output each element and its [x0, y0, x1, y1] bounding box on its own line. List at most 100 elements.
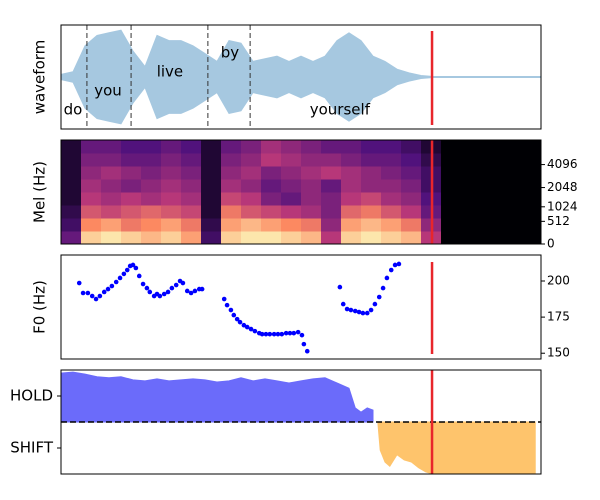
waveform-upper [60, 29, 542, 78]
spectrogram-cell [261, 192, 282, 206]
spectrogram-cell [121, 153, 142, 167]
f0-point [89, 293, 95, 299]
spectrogram-cell [521, 179, 542, 193]
spectrogram-cell [361, 166, 382, 180]
spectrogram-cell [141, 205, 162, 219]
spectrogram-cell [281, 231, 302, 245]
y-tick-label: 150 [547, 346, 570, 360]
spectrogram-cell [401, 153, 422, 167]
f0-point [113, 279, 119, 285]
spectrogram-cell [261, 140, 282, 154]
f0-point [291, 330, 297, 336]
spectrogram-cell [501, 166, 522, 180]
spectrogram-cell [301, 205, 322, 219]
spectrogram-cell [61, 192, 82, 206]
spectrogram-cell [501, 192, 522, 206]
spectrogram-cell [61, 179, 82, 193]
spectrogram-cell [161, 166, 182, 180]
turn-area [60, 371, 374, 423]
spectrogram-cell [321, 166, 342, 180]
spectrogram-cell [101, 218, 122, 232]
spectrogram-cell [81, 140, 102, 154]
spectrogram-cell [501, 179, 522, 193]
spectrogram-cell [101, 153, 122, 167]
axes-frame [60, 139, 542, 245]
spectrogram-cell [161, 153, 182, 167]
spectrogram-cell [361, 218, 382, 232]
y-tick-label: 1024 [547, 199, 578, 213]
spectrogram-cell [221, 166, 242, 180]
spectrogram-cell [121, 192, 142, 206]
spectrogram-cell [461, 166, 482, 180]
y-axis-label: F0 (Hz) [31, 280, 49, 334]
f0-point [192, 288, 198, 294]
f0-point [384, 275, 390, 281]
f0-point [157, 293, 163, 299]
spectrogram-cell [61, 231, 82, 245]
f0-point [169, 285, 175, 291]
spectrogram-cell [501, 231, 522, 245]
f0-point [173, 282, 179, 288]
f0-point [130, 262, 136, 268]
spectrogram-cell [401, 205, 422, 219]
spectrogram-cell [441, 218, 462, 232]
spectrogram-cell [81, 153, 102, 167]
spectrogram-cell [221, 179, 242, 193]
spectrogram-cell [341, 153, 362, 167]
spectrogram-cell [501, 153, 522, 167]
f0-point [348, 307, 354, 313]
turn-area [377, 421, 536, 475]
spectrogram-cell [321, 205, 342, 219]
spectrogram-cell [321, 192, 342, 206]
spectrogram-cell [261, 218, 282, 232]
spectrogram-cell [121, 205, 142, 219]
spectrogram-cell [61, 205, 82, 219]
spectrogram-cell [341, 205, 362, 219]
f0-point [140, 281, 146, 287]
f0-point [109, 283, 115, 289]
word-label: do [64, 100, 83, 118]
spectrogram-cell [261, 153, 282, 167]
f0-point [352, 308, 358, 314]
spectrogram-cell [281, 179, 302, 193]
y-tick-label: 0 [547, 237, 555, 251]
spectrogram-cell [221, 140, 242, 154]
spectrogram-cell [81, 179, 102, 193]
spectrogram-cell [441, 231, 462, 245]
spectrogram-cell [261, 205, 282, 219]
f0-point [259, 331, 265, 337]
spectrogram-cell [241, 192, 262, 206]
waveform-lower [60, 76, 542, 125]
f0-point [76, 280, 82, 286]
f0-point [237, 319, 243, 325]
f0-point [368, 307, 374, 313]
spectrogram-cell [241, 205, 262, 219]
f0-point [93, 296, 99, 302]
spectrogram-cell [281, 153, 302, 167]
word-label: live [157, 62, 183, 80]
f0-point [295, 329, 301, 335]
spectrogram-cell [201, 153, 222, 167]
word-label: yourself [310, 100, 371, 118]
y-tick-label: 512 [547, 214, 570, 228]
f0-point [271, 331, 277, 337]
spectrogram-cell [121, 140, 142, 154]
spectrogram-cell [381, 153, 402, 167]
f0-point [279, 331, 285, 337]
spectrogram-cell [241, 179, 262, 193]
spectrogram-cell [201, 179, 222, 193]
spectrogram-cell [141, 192, 162, 206]
f0-point [221, 296, 227, 302]
f0-point [396, 261, 402, 267]
spectrogram-cell [161, 218, 182, 232]
spectrogram-cell [361, 140, 382, 154]
f0-point [392, 262, 398, 268]
f0-point [147, 289, 153, 295]
spectrogram-cell [201, 205, 222, 219]
f0-point [344, 306, 350, 312]
f0-point [234, 316, 240, 322]
spectrogram-cell [221, 153, 242, 167]
spectrogram-cell [341, 140, 362, 154]
f0-point [101, 289, 107, 295]
y-axis-label: waveform [31, 40, 49, 115]
